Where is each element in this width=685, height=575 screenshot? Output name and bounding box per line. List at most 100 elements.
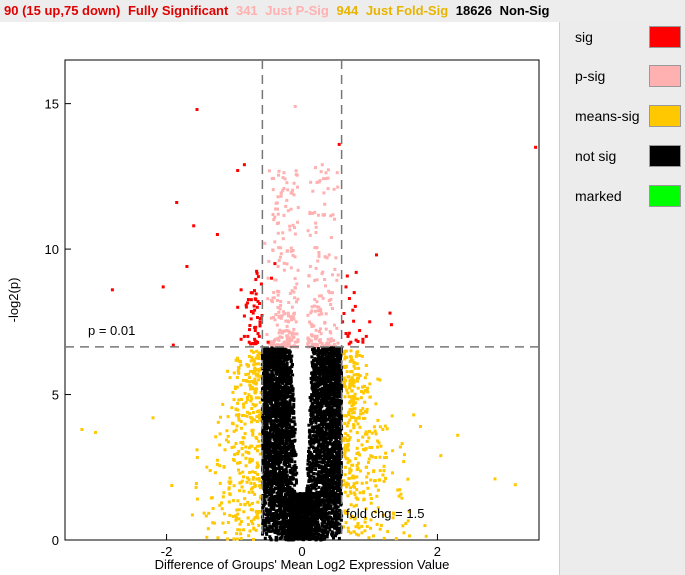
foldsig-point [190,513,194,517]
nonsig-point [289,410,293,414]
foldsig-point [355,468,359,471]
nonsig-point [311,454,315,458]
psig-point [318,179,322,183]
foldsig-point [243,422,247,426]
foldsig-point [251,490,255,494]
psig-point [314,221,318,225]
nonsig-point [274,457,278,461]
nonsig-point [312,387,316,391]
nonsig-point [270,390,274,394]
nonsig-point [279,446,283,450]
foldsig-point [245,379,249,383]
nonsig-point [267,450,271,454]
foldsig-point [256,354,260,357]
nonsig-point [291,450,295,454]
foldsig-point [250,519,253,523]
nonsig-point [261,387,265,391]
nonsig-point [338,497,342,501]
psig-point [315,278,319,282]
nonsig-point [330,406,334,410]
nonsig-point [262,460,266,464]
nonsig-point [287,390,291,394]
nonsig-point [322,528,326,532]
psig-point [277,310,281,314]
psig-point [271,188,275,192]
nonsig-point [291,429,295,433]
psig-point [278,335,282,339]
psig-point [315,180,319,184]
nonsig-point [274,437,278,441]
nonsig-point [334,358,337,361]
psig-point [309,339,313,343]
foldsig-point [258,510,262,514]
nonsig-point [292,420,296,424]
nonsig-point [263,427,267,431]
nonsig-point [284,400,288,404]
nonsig-point [327,434,331,438]
nonsig-point [339,416,343,420]
nonsig-point [266,381,270,385]
nonsig-point [274,434,278,438]
psig-point [282,268,286,272]
foldsig-point [352,504,356,508]
nonsig-point [313,436,317,440]
nonsig-point [316,424,320,428]
nonsig-point [309,418,313,421]
nonsig-point [282,360,285,364]
foldsig-point [363,400,367,404]
foldsig-point [253,516,257,520]
nonsig-point [317,376,321,380]
nonsig-point [279,421,282,425]
nonsig-point [336,465,340,469]
foldsig-point [398,445,402,449]
nonsig-point [274,476,278,479]
nonsig-point [324,418,328,422]
foldsig-point [351,463,355,467]
foldsig-point [215,458,219,462]
foldsig-point [368,395,372,399]
nonsig-point [270,434,274,438]
foldsig-point [355,431,359,435]
foldsig-point [369,497,373,500]
nonsig-point [275,408,279,412]
nonsig-point [325,387,329,391]
nonsig-point [330,386,334,390]
nonsig-point [309,438,313,442]
nonsig-point [315,437,319,441]
psig-point [315,246,319,250]
nonsig-point [262,416,266,420]
nonsig-point [289,359,293,363]
nonsig-point [293,460,297,464]
foldsig-point [346,526,350,530]
nonsig-point [323,470,327,474]
nonsig-point [278,438,282,441]
nonsig-point [329,410,333,414]
nonsig-point [318,383,322,387]
nonsig-point [325,389,328,393]
foldsig-point [351,411,355,415]
nonsig-point [335,379,339,383]
foldsig-point [257,362,261,366]
nonsig-point [311,456,315,460]
foldsig-point [352,482,356,486]
nonsig-point [279,482,283,486]
nonsig-point [332,536,335,540]
nonsig-point [274,418,278,421]
foldsig-point [342,381,346,385]
nonsig-point [273,475,277,479]
nonsig-point [308,451,312,455]
foldsig-point [372,469,376,473]
foldsig-point [348,471,352,475]
nonsig-point [269,508,273,512]
psig-point [289,207,293,211]
psig-point [276,299,279,302]
nonsig-point [326,468,330,472]
nonsig-point [321,432,325,436]
nonsig-point [285,372,289,376]
nonsig-point [316,456,320,460]
psig-point [291,188,295,192]
nonsig-point [338,435,342,439]
nonsig-point [281,378,285,382]
nonsig-point [271,349,275,353]
psig-point [319,332,323,336]
